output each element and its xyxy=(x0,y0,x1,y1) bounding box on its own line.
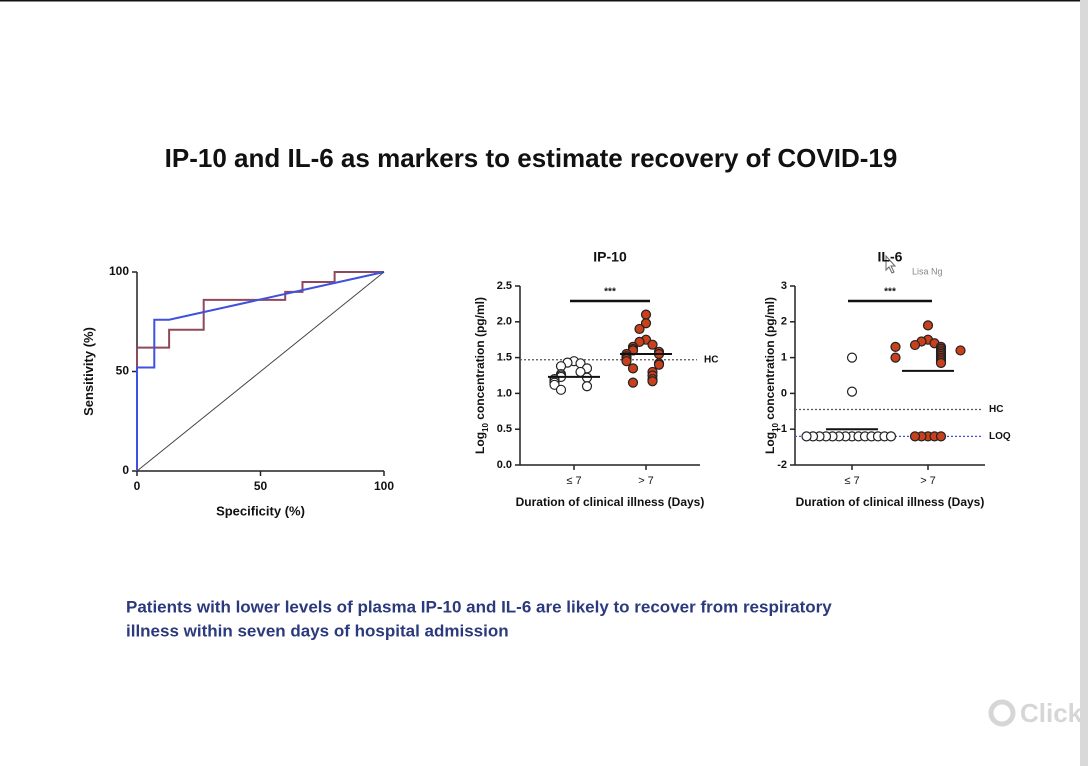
caption-line: Patients with lower levels of plasma IP-… xyxy=(126,597,832,616)
y-axis-label: Log10 concentration (pg/ml) xyxy=(763,297,779,454)
x-tick-label: 0 xyxy=(134,479,141,493)
y-tick-label: 0.0 xyxy=(497,459,512,471)
data-point xyxy=(909,339,921,351)
data-point xyxy=(555,384,567,395)
chart-title: IP-10 xyxy=(593,249,627,265)
data-point xyxy=(935,431,947,442)
x-tick-label: 100 xyxy=(374,479,394,493)
y-axis-label: Sensitivity (%) xyxy=(81,327,96,416)
reference-label: HC xyxy=(989,404,1003,415)
roc-line xyxy=(136,271,385,471)
x-axis-label: Specificity (%) xyxy=(216,503,305,518)
data-point xyxy=(922,320,934,331)
data-point xyxy=(640,309,652,320)
reference-label: LOQ xyxy=(989,431,1011,442)
y-tick-label: 1.5 xyxy=(497,352,512,364)
roc-line xyxy=(136,271,385,472)
x-tick-label: ≤ 7 xyxy=(844,475,859,487)
y-axis-label: Log10 concentration (pg/ml) xyxy=(473,297,489,454)
y-axis-label-part: Log xyxy=(473,432,487,454)
y-tick-label: 1 xyxy=(781,352,787,364)
y-tick-label: -1 xyxy=(777,423,787,435)
y-tick-label: 100 xyxy=(109,264,129,278)
cursor xyxy=(885,254,897,274)
y-tick-label: 0 xyxy=(122,463,129,477)
data-point xyxy=(640,318,652,329)
data-point xyxy=(621,356,632,367)
watermark-logo xyxy=(988,699,1016,727)
y-tick-label: 1.0 xyxy=(497,387,512,399)
x-tick-label: ≤ 7 xyxy=(566,475,581,487)
data-point xyxy=(935,357,947,369)
data-point xyxy=(627,363,639,374)
y-tick-label: -2 xyxy=(777,459,787,471)
significance-label: *** xyxy=(604,287,616,298)
y-tick-label: 2.0 xyxy=(497,316,512,328)
data-point xyxy=(801,431,812,442)
data-point xyxy=(634,323,645,335)
data-point xyxy=(909,431,921,442)
x-tick-label: 50 xyxy=(254,479,268,493)
y-axis-label-part: concentration (pg/ml) xyxy=(763,297,777,423)
y-tick-label: 0.5 xyxy=(497,423,512,435)
x-axis-label: Duration of clinical illness (Days) xyxy=(796,495,985,509)
y-axis-label-part: concentration (pg/ml) xyxy=(473,297,487,423)
data-point xyxy=(653,359,665,370)
data-point xyxy=(627,377,639,388)
y-axis-label-part: Sensitivity (%) xyxy=(81,327,96,416)
watermark: Click xyxy=(1020,698,1083,728)
data-point xyxy=(885,431,897,442)
slide-title: IP-10 and IL-6 as markers to estimate re… xyxy=(165,143,898,173)
y-tick-label: 0 xyxy=(781,387,787,399)
data-point xyxy=(890,341,901,352)
data-point xyxy=(890,352,901,363)
data-point xyxy=(647,339,658,350)
data-point xyxy=(846,352,858,363)
x-tick-label: > 7 xyxy=(638,475,654,487)
right-edge xyxy=(1080,0,1088,766)
y-axis-label-part: Log xyxy=(763,432,777,454)
y-tick-label: 2.5 xyxy=(497,280,512,292)
data-point xyxy=(955,345,966,356)
caption-line: illness within seven days of hospital ad… xyxy=(126,621,509,640)
roc-line xyxy=(136,271,384,471)
reference-label: HC xyxy=(704,354,718,365)
y-axis-label-part: 10 xyxy=(771,423,780,432)
y-tick-label: 2 xyxy=(781,316,787,328)
x-axis-label: Duration of clinical illness (Days) xyxy=(516,495,705,509)
cursor-label: Lisa Ng xyxy=(912,266,943,276)
significance-label: *** xyxy=(884,287,896,298)
data-point xyxy=(846,386,858,397)
right-edge-cover xyxy=(1080,690,1088,740)
x-tick-label: > 7 xyxy=(920,475,936,487)
y-tick-label: 3 xyxy=(781,280,787,292)
y-tick-label: 50 xyxy=(116,364,130,378)
data-point xyxy=(647,376,658,387)
data-point xyxy=(581,381,593,392)
y-axis-label-part: 10 xyxy=(481,423,490,432)
chart-title: IL-6 xyxy=(878,249,903,265)
